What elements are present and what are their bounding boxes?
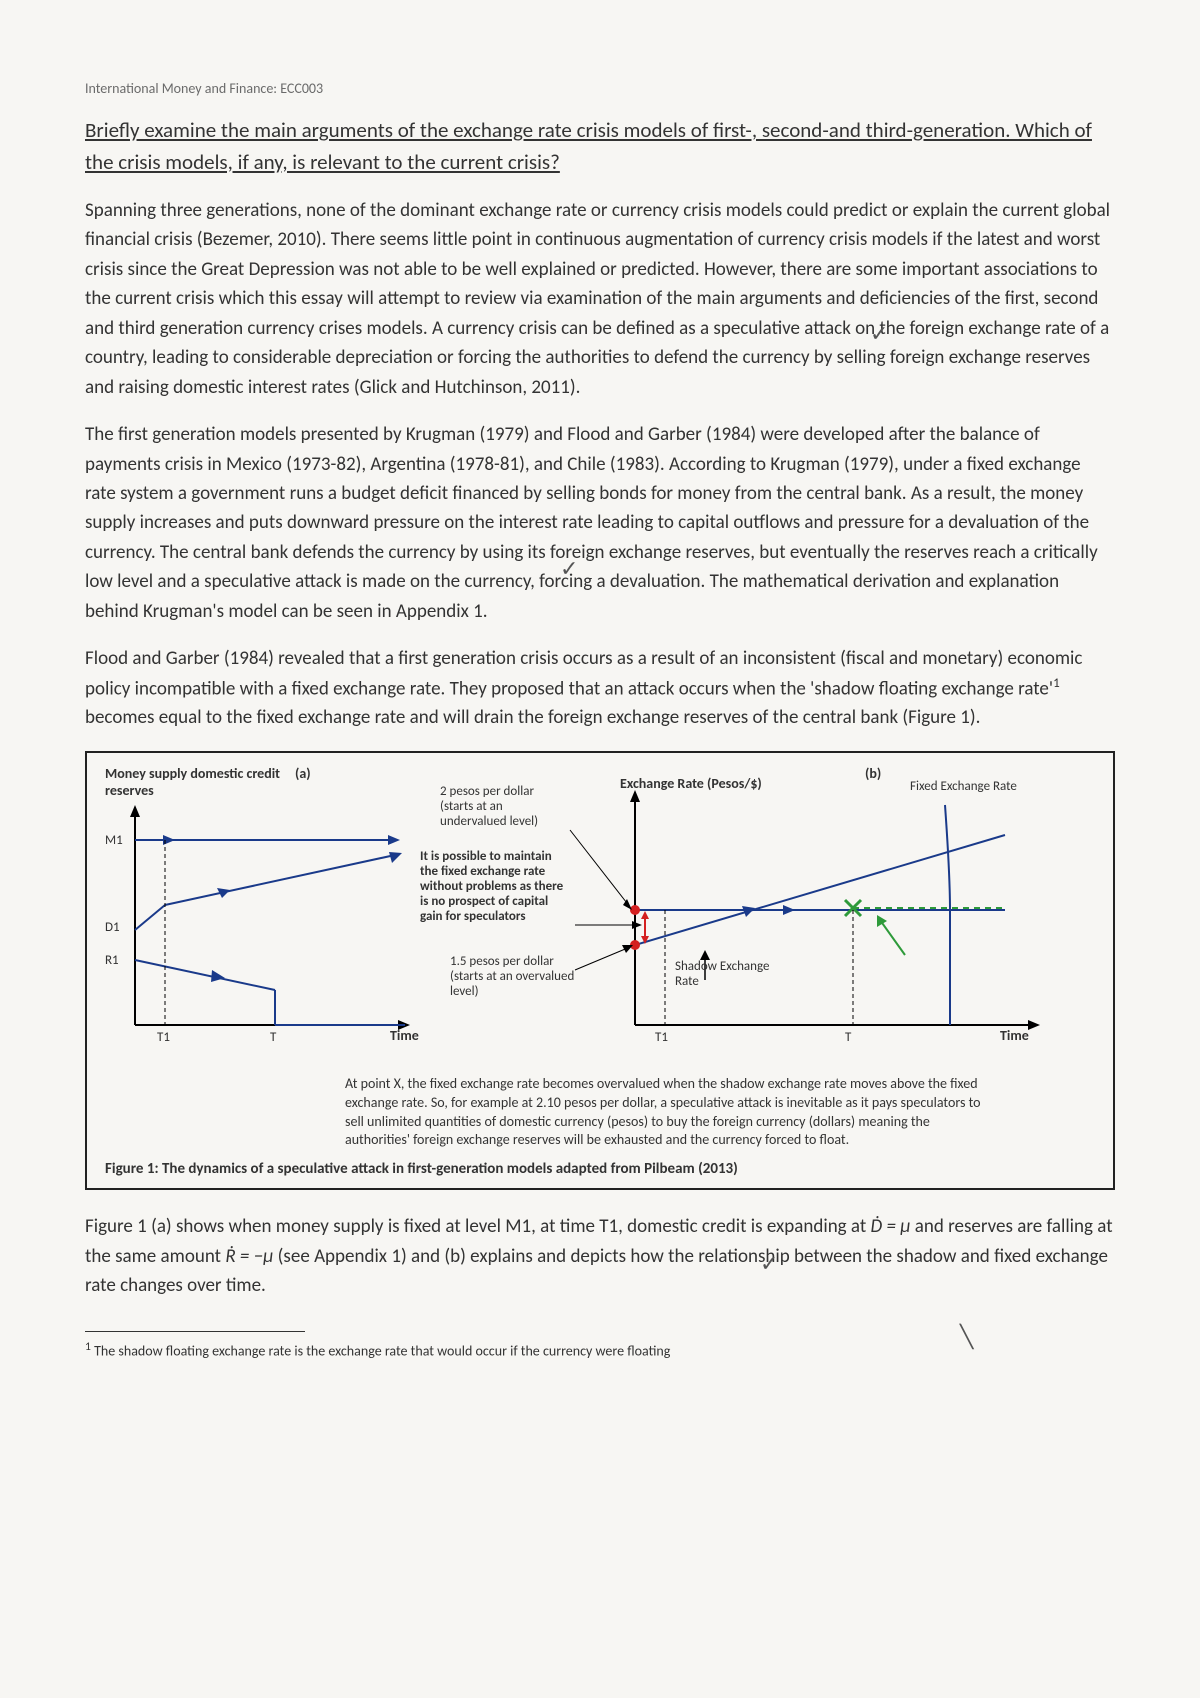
panel-a-title: Money supply domestic credit reserves — [105, 765, 305, 799]
fixed-label: Fixed Exchange Rate — [910, 780, 1020, 795]
paragraph-1: Spanning three generations, none of the … — [85, 196, 1115, 402]
para4-eq2: Ṙ = −μ — [225, 1245, 273, 1268]
course-header: International Money and Finance: ECC003 — [85, 80, 1115, 97]
panel-b-title: Exchange Rate (Pesos/$) — [620, 775, 762, 792]
paragraph-4: Figure 1 (a) shows when money supply is … — [85, 1212, 1115, 1300]
xtick-b-t: T — [845, 1030, 851, 1045]
footnote-ref: 1 — [1053, 676, 1060, 691]
para4-p1: Figure 1 (a) shows when money supply is … — [85, 1215, 871, 1238]
mid-note-2: It is possible to maintain the fixed exc… — [420, 850, 570, 925]
document-page: International Money and Finance: ECC003 … — [0, 0, 1200, 1698]
mid-note-1: 2 pesos per dollar (starts at an underva… — [440, 785, 570, 830]
xtick-b-t1: T1 — [655, 1030, 668, 1045]
ytick-r1: R1 — [105, 953, 119, 968]
xtick-a-t1: T1 — [157, 1030, 170, 1045]
xtick-a-t: T — [270, 1030, 276, 1045]
para3-p1: Flood and Garber (1984) revealed that a … — [85, 647, 1082, 700]
checkmark-icon: ╲ — [960, 1323, 973, 1350]
panel-b-tag: (b) — [865, 765, 881, 782]
paragraph-3: Flood and Garber (1984) revealed that a … — [85, 644, 1115, 733]
figure-panels: Money supply domestic credit reserves (a… — [105, 765, 1095, 1065]
checkmark-icon: ✓ — [560, 555, 578, 582]
paragraph-2: The first generation models presented by… — [85, 420, 1115, 626]
panel-a-tag: (a) — [295, 765, 311, 782]
para3-p2: becomes equal to the fixed exchange rate… — [85, 706, 980, 729]
essay-title: Briefly examine the main arguments of th… — [85, 115, 1115, 178]
ytick-d1: D1 — [105, 920, 120, 935]
panel-a-chart — [105, 765, 425, 1065]
checkmark-icon: ✓ — [870, 320, 888, 347]
xaxis-b: Time — [1000, 1027, 1029, 1044]
figure-1: Money supply domestic credit reserves (a… — [85, 751, 1115, 1191]
footnote-text: The shadow floating exchange rate is the… — [91, 1342, 670, 1359]
para4-eq1: Ḋ = μ — [871, 1215, 911, 1238]
panel-a: Money supply domestic credit reserves (a… — [105, 765, 425, 1065]
xaxis-a: Time — [390, 1027, 419, 1044]
figure-note: At point X, the fixed exchange rate beco… — [345, 1075, 985, 1151]
footnote-separator — [85, 1331, 305, 1332]
mid-note-3: 1.5 pesos per dollar (starts at an overv… — [450, 955, 580, 1000]
checkmark-icon: ✓ — [760, 1250, 778, 1277]
panel-b: 2 pesos per dollar (starts at an underva… — [445, 765, 1095, 1065]
figure-caption: Figure 1: The dynamics of a speculative … — [105, 1160, 1095, 1178]
ytick-m1: M1 — [105, 833, 123, 848]
shadow-label: Shadow Exchange Rate — [675, 960, 785, 990]
